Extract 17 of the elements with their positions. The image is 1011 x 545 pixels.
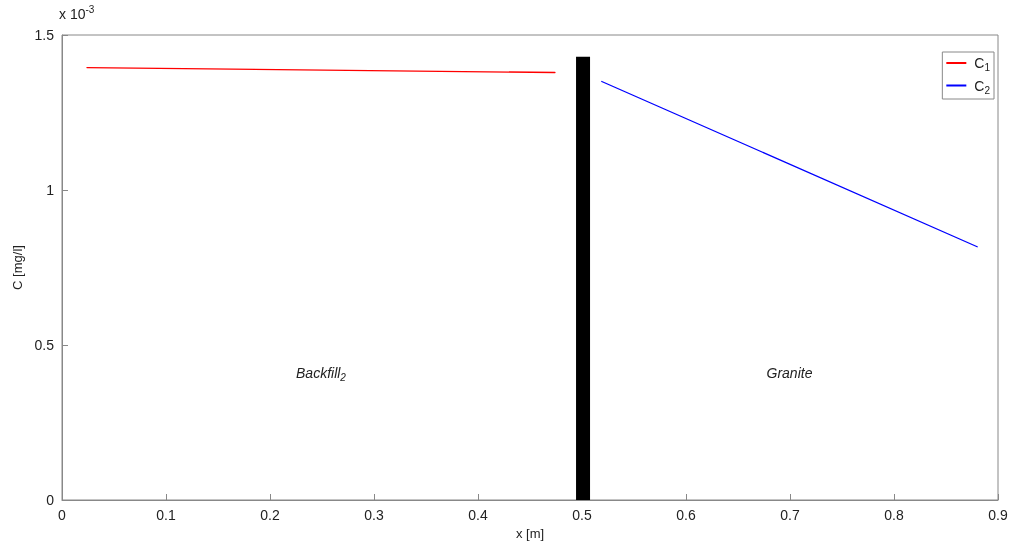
x-tick-label: 0.8	[884, 507, 904, 523]
x-axis-title: x [m]	[515, 526, 545, 541]
x-tick-label: 0.9	[988, 507, 1008, 523]
y-tick-label: 0.5	[34, 337, 55, 353]
annotation: Granite	[766, 365, 813, 382]
x-tick-label: 0	[58, 507, 67, 523]
y-tick-label: 1	[46, 182, 55, 198]
x-tick-label: 0.2	[260, 507, 280, 523]
y-axis-title: C [mg/l]	[9, 245, 25, 290]
y-tick-label: 1.5	[34, 27, 55, 43]
x-tick-label: 0.7	[780, 507, 800, 523]
x-tick-label: 0.1	[156, 507, 176, 523]
x-tick-label: 0.3	[364, 507, 384, 523]
y-tick-label: 0	[46, 492, 55, 508]
x-tick-label: 0.6	[676, 507, 696, 523]
x-tick-label: 0.5	[572, 507, 592, 523]
x-tick-label: 0.4	[468, 507, 488, 523]
